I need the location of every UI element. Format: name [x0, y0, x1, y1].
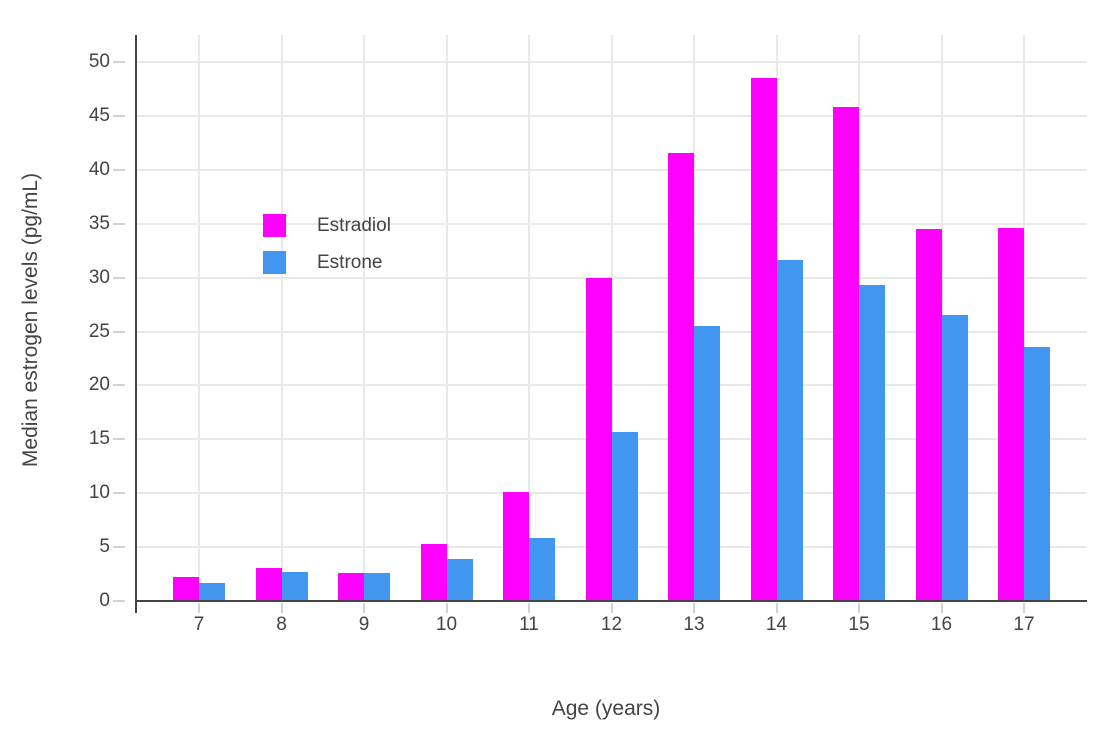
x-tick-label-10: 10 — [435, 614, 458, 635]
bar-estrone-age-10 — [446, 558, 473, 601]
legend-label-estradiol: Estradiol — [317, 215, 391, 236]
y-tick-35 — [113, 222, 125, 225]
x-tick-12 — [610, 603, 613, 613]
x-tick-label-11: 11 — [519, 614, 539, 635]
bar-estradiol-age-7 — [173, 577, 199, 601]
y-tick-label-15: 15 — [88, 428, 110, 450]
x-tick-16 — [940, 603, 943, 613]
y-tick-25 — [113, 330, 125, 333]
y-tick-label-50: 50 — [88, 51, 110, 72]
bar-estrone-age-7 — [199, 582, 225, 601]
estrone-swatch-icon — [263, 251, 286, 274]
bar-estrone-age-13 — [694, 326, 720, 601]
y-tick-label-5: 5 — [99, 536, 110, 558]
x-tick-7 — [198, 603, 200, 613]
x-tick-8 — [280, 603, 283, 613]
y-tick-label-35: 35 — [88, 212, 110, 234]
bar-estrone-age-9 — [364, 572, 390, 601]
x-gridline-7 — [198, 35, 200, 601]
x-tick-label-16: 16 — [930, 614, 953, 635]
y-tick-45 — [113, 114, 125, 117]
bar-estradiol-age-15 — [833, 107, 859, 601]
x-tick-label-12: 12 — [600, 614, 623, 635]
bar-estrone-age-16 — [941, 315, 968, 601]
bar-estradiol-age-17 — [998, 228, 1024, 601]
x-tick-9 — [363, 603, 365, 613]
y-axis-line — [135, 35, 137, 613]
y-tick-label-25: 25 — [88, 320, 110, 342]
x-tick-17 — [1023, 603, 1025, 613]
y-tick-50 — [113, 61, 125, 63]
y-tick-10 — [113, 492, 125, 495]
y-tick-label-45: 45 — [88, 104, 110, 126]
y-tick-40 — [113, 168, 125, 171]
x-tick-label-13: 13 — [683, 614, 705, 635]
x-tick-10 — [445, 603, 448, 613]
x-gridline-13 — [693, 35, 695, 601]
x-tick-15 — [858, 603, 860, 613]
y-tick-0 — [113, 600, 125, 602]
bar-estradiol-age-10 — [420, 543, 447, 601]
x-tick-14 — [775, 603, 778, 613]
y-tick-20 — [113, 384, 125, 387]
x-tick-label-9: 9 — [358, 614, 370, 635]
estradiol-swatch-icon — [263, 214, 286, 237]
x-gridline-9 — [363, 35, 365, 601]
x-gridline-8 — [280, 35, 283, 601]
bar-estradiol-age-14 — [750, 78, 777, 601]
x-tick-label-7: 7 — [193, 614, 205, 635]
y-tick-label-40: 40 — [88, 158, 110, 180]
y-tick-5 — [113, 546, 125, 549]
legend-label-estrone: Estrone — [317, 252, 383, 273]
bar-estrone-age-8 — [281, 571, 308, 601]
bar-estradiol-age-16 — [915, 229, 942, 601]
y-tick-30 — [113, 276, 125, 279]
bar-estrone-age-12 — [611, 431, 638, 601]
legend: Estradiol Estrone — [263, 214, 391, 288]
y-tick-15 — [113, 438, 125, 441]
bar-estrone-age-11 — [529, 538, 555, 601]
x-gridline-17 — [1023, 35, 1025, 601]
bar-estrone-age-14 — [776, 260, 803, 601]
x-tick-label-15: 15 — [848, 614, 870, 635]
y-tick-label-0: 0 — [99, 590, 110, 611]
x-tick-label-8: 8 — [276, 614, 287, 635]
legend-item-estradiol[interactable]: Estradiol — [263, 214, 391, 237]
bar-estrone-age-17 — [1024, 346, 1050, 601]
x-gridline-10 — [445, 35, 448, 601]
legend-item-estrone[interactable]: Estrone — [263, 251, 391, 274]
bar-estradiol-age-12 — [585, 277, 612, 601]
bar-estradiol-age-8 — [255, 567, 282, 601]
x-tick-13 — [693, 603, 695, 613]
bar-estrone-age-15 — [859, 285, 885, 601]
x-tick-label-14: 14 — [765, 614, 788, 635]
bar-estradiol-age-13 — [668, 152, 694, 601]
x-gridline-11 — [528, 35, 530, 601]
x-axis-title: Age (years) — [551, 697, 661, 720]
bar-estradiol-age-11 — [503, 492, 529, 601]
bar-estradiol-age-9 — [338, 572, 364, 601]
x-axis-line — [135, 600, 1087, 602]
y-tick-label-20: 20 — [88, 374, 110, 396]
x-gridline-12 — [610, 35, 613, 601]
x-tick-11 — [528, 603, 530, 613]
y-tick-label-30: 30 — [88, 266, 110, 288]
x-tick-label-17: 17 — [1013, 614, 1035, 635]
y-tick-label-10: 10 — [88, 482, 110, 504]
